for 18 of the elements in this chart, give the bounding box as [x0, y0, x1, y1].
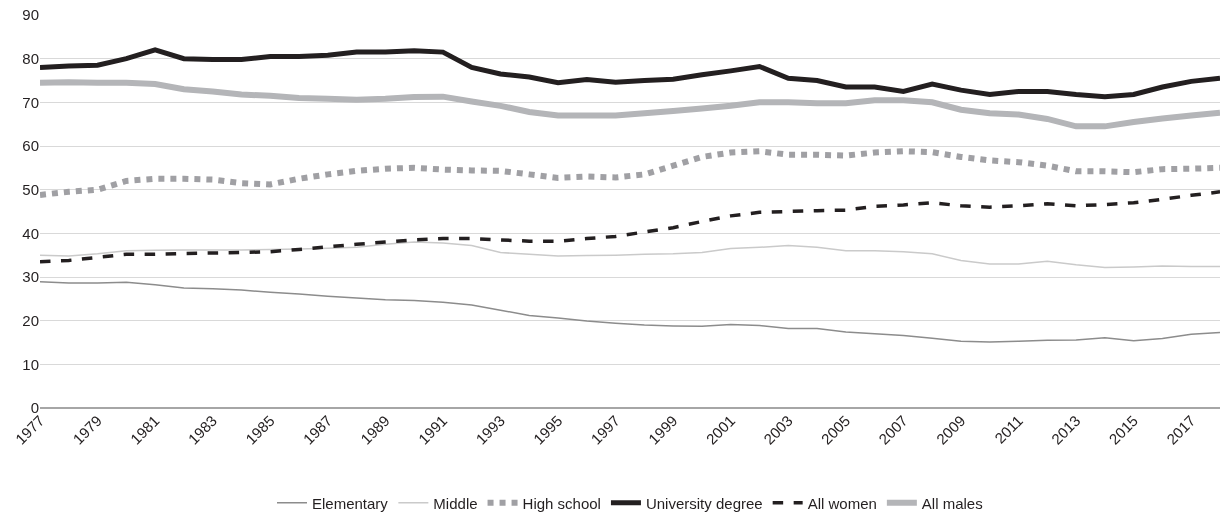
y-tick-label: 40: [22, 224, 39, 242]
line-series: [40, 190, 1220, 264]
legend-label: All males: [921, 494, 983, 512]
y-tick-label: 90: [22, 6, 39, 24]
legend-label: All women: [807, 494, 877, 512]
legend-label: Elementary: [312, 494, 389, 512]
y-tick-label: 10: [22, 355, 39, 373]
legend-label: Middle: [433, 494, 478, 512]
legend-label: High school: [522, 494, 601, 512]
y-tick-label: 20: [22, 311, 39, 329]
y-tick-label: 70: [22, 93, 39, 111]
y-tick-label: 60: [22, 137, 39, 155]
line-series: [40, 241, 1220, 269]
y-tick-label: 80: [22, 49, 39, 67]
line-series: [40, 281, 1220, 343]
y-tick-label: 30: [22, 268, 39, 286]
y-tick-label: 50: [22, 180, 39, 198]
legend-label: University degree: [645, 494, 763, 512]
